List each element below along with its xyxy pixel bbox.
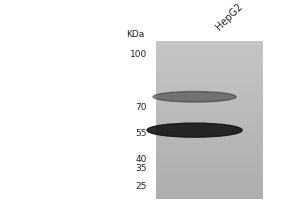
Text: 55: 55 [136, 129, 147, 138]
Text: KDa: KDa [126, 30, 144, 39]
Text: 100: 100 [130, 50, 147, 59]
Text: 25: 25 [136, 182, 147, 191]
Ellipse shape [153, 92, 236, 102]
Text: 70: 70 [136, 103, 147, 112]
Text: 35: 35 [136, 164, 147, 173]
Text: HepG2: HepG2 [214, 1, 245, 32]
Ellipse shape [147, 123, 242, 137]
Text: 40: 40 [136, 155, 147, 164]
